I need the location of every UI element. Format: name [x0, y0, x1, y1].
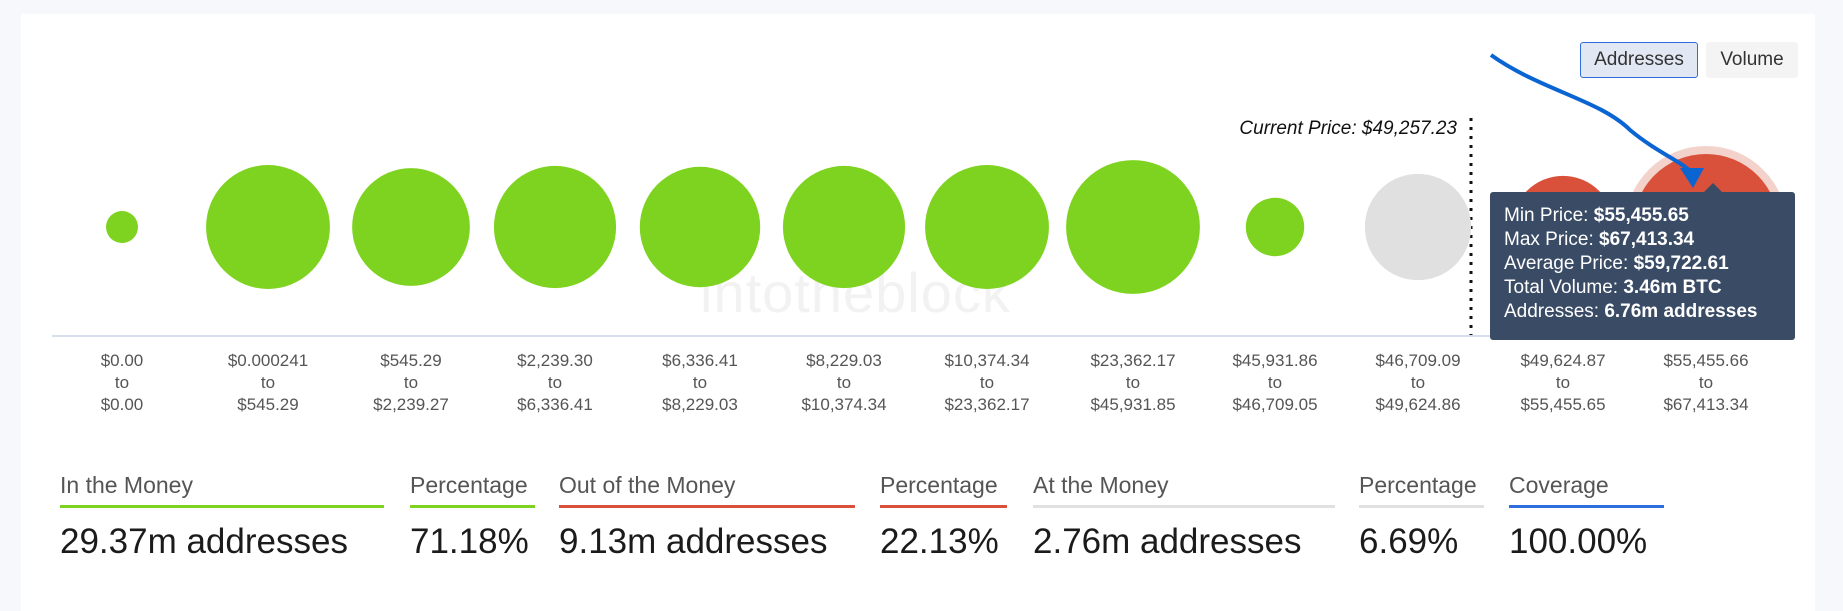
range-from: $545.29	[380, 351, 442, 370]
bubble-in[interactable]	[1066, 160, 1200, 294]
stat-underline	[1033, 505, 1335, 508]
range-to: $0.00	[100, 395, 144, 414]
current-price-label: Current Price: $49,257.23	[1239, 118, 1457, 139]
range-to-word: to	[1267, 373, 1283, 392]
range-from: $23,362.17	[1090, 351, 1176, 370]
range-label: $46,709.09 to $49,624.86	[1343, 350, 1493, 416]
range-to-word: to	[1410, 373, 1426, 392]
range-label: $10,374.34 to $23,362.17	[912, 350, 1062, 416]
stat-value: 22.13%	[880, 522, 999, 561]
range-to: $10,374.34	[801, 395, 887, 414]
range-to-word: to	[1555, 373, 1571, 392]
bubble-in[interactable]	[782, 165, 906, 289]
range-to: $2,239.27	[373, 395, 449, 414]
bubble-in[interactable]	[1245, 197, 1305, 257]
stat-underline	[410, 505, 535, 508]
range-to-word: to	[1698, 373, 1714, 392]
stat-percentage: Percentage 71.18%	[410, 472, 535, 562]
stat-header: At the Money	[1033, 472, 1169, 498]
range-label: $6,336.41 to $8,229.03	[625, 350, 775, 416]
stat-percentage: Percentage 6.69%	[1359, 472, 1484, 562]
range-label: $23,362.17 to $45,931.85	[1058, 350, 1208, 416]
stat-percentage: Percentage 22.13%	[880, 472, 1007, 562]
range-to: $6,336.41	[517, 395, 593, 414]
range-label: $2,239.30 to $6,336.41	[480, 350, 630, 416]
range-from: $55,455.66	[1663, 351, 1749, 370]
range-from: $0.000241	[227, 351, 309, 370]
stat-underline	[559, 505, 855, 508]
bubble-in[interactable]	[493, 165, 617, 289]
range-label: $0.000241 to $545.29	[193, 350, 343, 416]
range-from: $0.00	[100, 351, 144, 370]
stat-value: 6.69%	[1359, 522, 1459, 561]
stat-value: 29.37m addresses	[60, 522, 348, 561]
range-to-word: to	[547, 373, 563, 392]
stat-underline	[1509, 505, 1664, 508]
stat-value: 100.00%	[1509, 522, 1648, 561]
range-to: $67,413.34	[1663, 395, 1749, 414]
tooltip-avg-value: $59,722.61	[1633, 253, 1729, 274]
range-to: $55,455.65	[1520, 395, 1606, 414]
tooltip-min-label: Min Price:	[1504, 205, 1589, 226]
range-from: $10,374.34	[944, 351, 1030, 370]
stat-header: Out of the Money	[559, 472, 736, 498]
tooltip-volume-value: 3.46m BTC	[1623, 277, 1722, 298]
range-to: $49,624.86	[1375, 395, 1461, 414]
range-to-word: to	[403, 373, 419, 392]
range-to: $46,709.05	[1232, 395, 1318, 414]
range-to-word: to	[979, 373, 995, 392]
bubble-in[interactable]	[639, 166, 761, 288]
stat-underline	[1359, 505, 1484, 508]
stat-value: 71.18%	[410, 522, 529, 561]
stat-header: In the Money	[60, 472, 193, 498]
range-to: $23,362.17	[944, 395, 1030, 414]
volume-toggle-button[interactable]: Volume	[1706, 42, 1798, 78]
range-label: $55,455.66 to $67,413.34	[1631, 350, 1781, 416]
range-from: $2,239.30	[517, 351, 593, 370]
range-label: $545.29 to $2,239.27	[336, 350, 486, 416]
stat-value: 9.13m addresses	[559, 522, 828, 561]
bubble-in[interactable]	[206, 165, 330, 289]
range-to-word: to	[260, 373, 276, 392]
range-label: $45,931.86 to $46,709.05	[1200, 350, 1350, 416]
stat-coverage: Coverage 100.00%	[1509, 472, 1664, 562]
range-to-word: to	[836, 373, 852, 392]
range-to-word: to	[692, 373, 708, 392]
stat-underline	[60, 505, 384, 508]
range-label: $49,624.87 to $55,455.65	[1488, 350, 1638, 416]
range-label: $8,229.03 to $10,374.34	[769, 350, 919, 416]
bubble-in[interactable]	[925, 165, 1049, 289]
tooltip-volume-label: Total Volume:	[1504, 277, 1619, 298]
range-from: $45,931.86	[1232, 351, 1318, 370]
stat-out-of-the-money: Out of the Money 9.13m addresses	[559, 472, 855, 562]
tooltip-min-value: $55,455.65	[1593, 205, 1689, 226]
tooltip-max-value: $67,413.34	[1599, 229, 1695, 250]
stat-value: 2.76m addresses	[1033, 522, 1302, 561]
tooltip-max-label: Max Price:	[1504, 229, 1594, 250]
range-to: $45,931.85	[1090, 395, 1176, 414]
range-label: $0.00 to $0.00	[47, 350, 197, 416]
range-to-word: to	[1125, 373, 1141, 392]
stat-header: Coverage	[1509, 472, 1609, 498]
stat-header: Percentage	[410, 472, 528, 498]
range-from: $6,336.41	[662, 351, 738, 370]
range-from: $49,624.87	[1520, 351, 1606, 370]
stat-header: Percentage	[880, 472, 998, 498]
range-to-word: to	[114, 373, 130, 392]
tooltip: Min Price: $55,455.65 Max Price: $67,413…	[1490, 183, 1795, 340]
bubble-at[interactable]	[1364, 173, 1472, 281]
stat-header: Percentage	[1359, 472, 1477, 498]
stat-in-the-money: In the Money 29.37m addresses	[60, 472, 384, 562]
bubble-in[interactable]	[352, 168, 470, 286]
range-to: $545.29	[237, 395, 299, 414]
bubble-in[interactable]	[106, 211, 138, 243]
tooltip-addresses-value: 6.76m addresses	[1604, 301, 1758, 322]
tooltip-addresses-label: Addresses:	[1504, 301, 1600, 322]
range-from: $8,229.03	[806, 351, 882, 370]
tooltip-avg-label: Average Price:	[1504, 253, 1629, 274]
range-to: $8,229.03	[662, 395, 738, 414]
range-from: $46,709.09	[1375, 351, 1461, 370]
stat-at-the-money: At the Money 2.76m addresses	[1033, 472, 1335, 562]
stat-underline	[880, 505, 1007, 508]
